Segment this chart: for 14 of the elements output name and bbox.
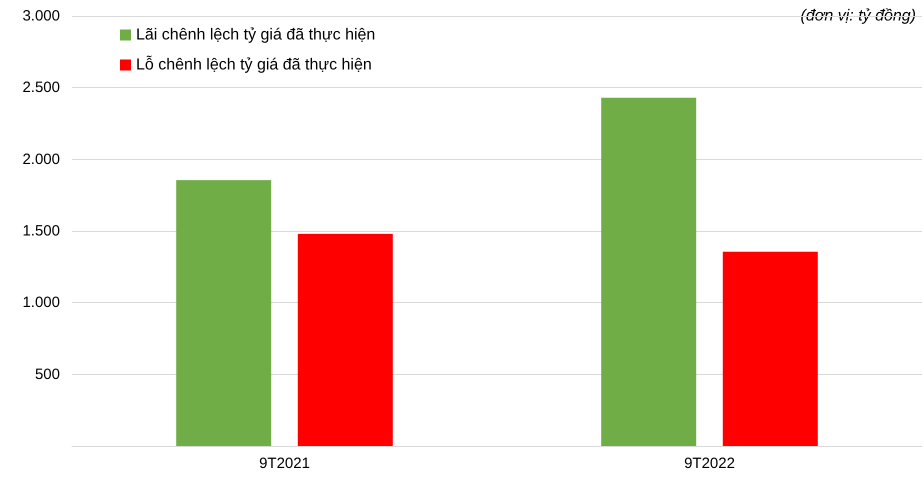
- y-tick-label: 1.500: [22, 222, 60, 240]
- x-tick-label: 9T2021: [259, 455, 310, 472]
- y-tick-label: 3.000: [22, 8, 60, 24]
- bar: [176, 180, 272, 446]
- bar: [601, 98, 696, 446]
- y-tick-label: 2.500: [22, 79, 60, 96]
- y-tick-label: 1.000: [22, 294, 60, 312]
- bar: [298, 234, 393, 446]
- bar: [722, 252, 818, 446]
- legend-label: Lỗ chênh lệch tỷ giá đã thực hiện: [136, 56, 372, 74]
- y-tick-label: 500: [34, 366, 60, 383]
- legend-label: Lãi chênh lệch tỷ giá đã thực hiện: [136, 26, 376, 44]
- y-tick-label: 2.000: [22, 150, 60, 168]
- x-tick-label: 9T2022: [684, 455, 735, 472]
